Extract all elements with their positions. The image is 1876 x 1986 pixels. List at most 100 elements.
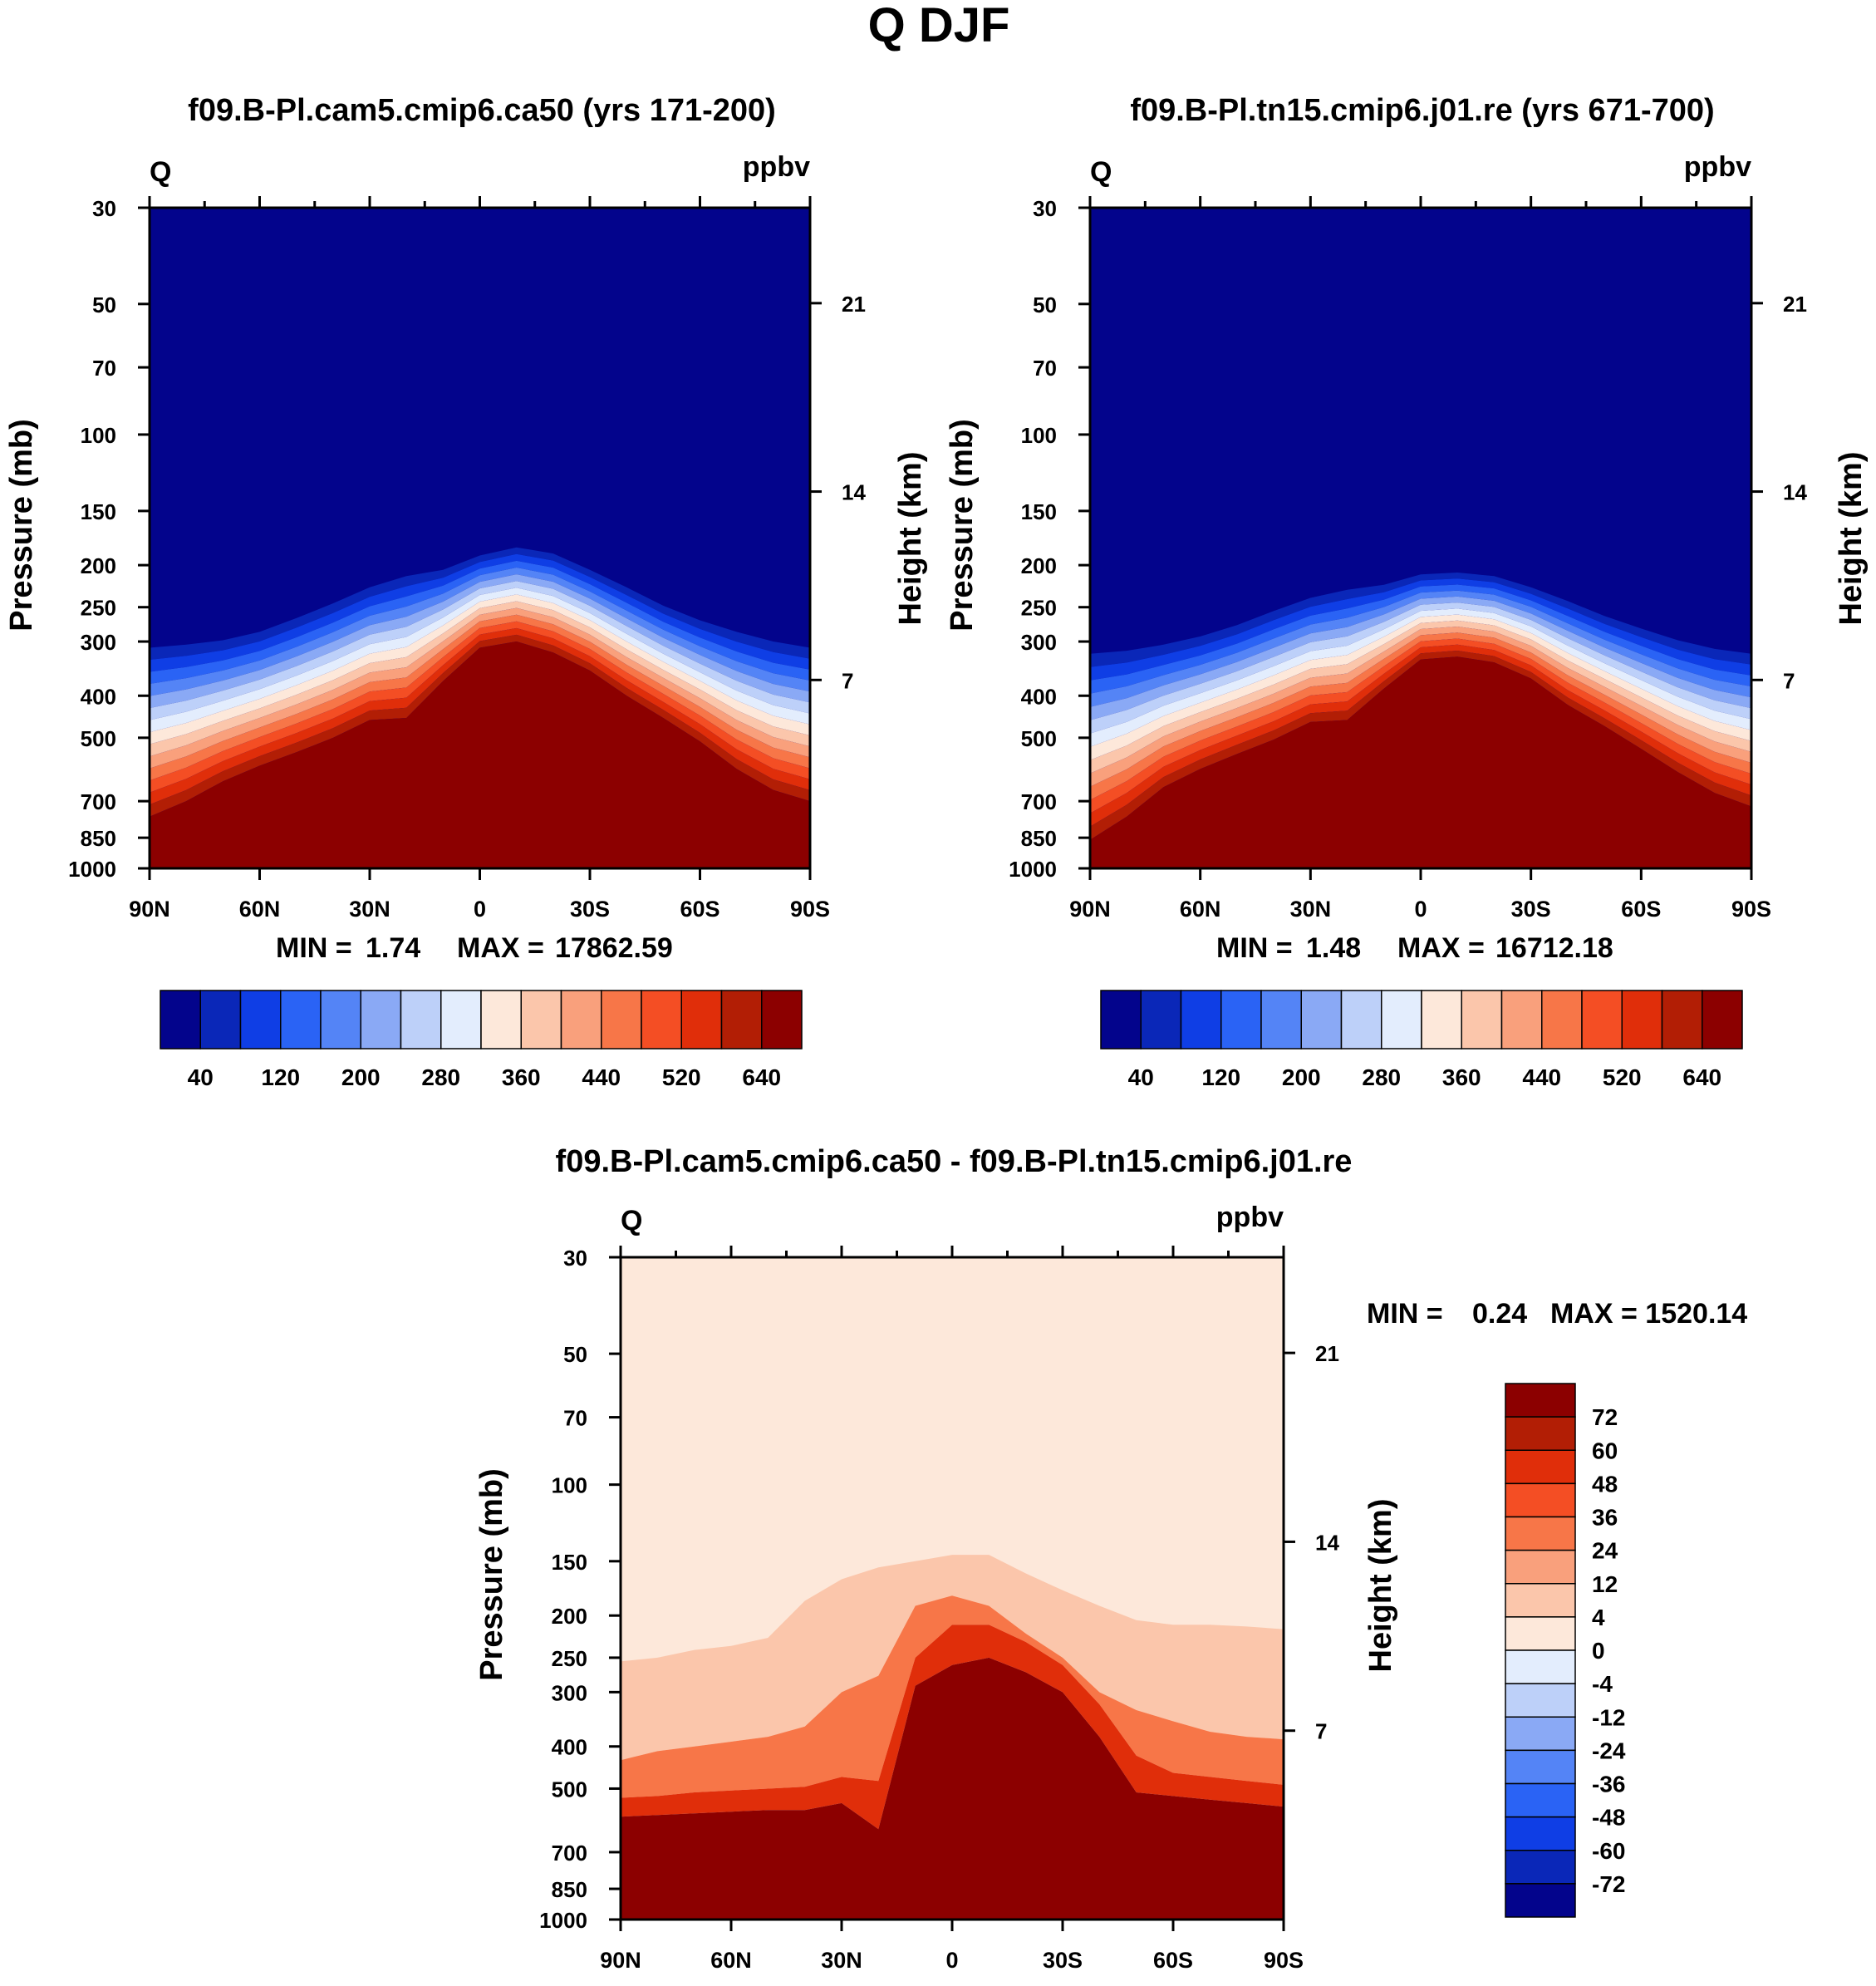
colorbar-swatch — [1661, 990, 1703, 1050]
colorbar-swatch — [1500, 990, 1543, 1050]
colorbar-label: 360 — [1442, 1064, 1481, 1090]
panel-diff-ylabel: Pressure (mb) — [474, 1468, 509, 1681]
height-tick-label: 21 — [842, 292, 866, 317]
p-tick-label: 100 — [81, 423, 116, 448]
p-tick-label: 400 — [552, 1735, 587, 1760]
contour-band-4 — [621, 1657, 1284, 1920]
p-tick-label: 100 — [552, 1473, 587, 1498]
colorbar-label: 440 — [1522, 1064, 1561, 1090]
lat-tick-label: 30S — [1511, 897, 1551, 922]
colorbar-swatch — [1300, 990, 1343, 1050]
colorbar-label: 520 — [662, 1064, 701, 1090]
colorbar-swatch — [1505, 1816, 1576, 1851]
panel-right-min-label: MIN = — [1216, 932, 1293, 964]
lat-tick-label: 60N — [239, 897, 281, 922]
panel-left-max-value: 17862.59 — [555, 932, 673, 964]
colorbar-swatch — [1180, 990, 1222, 1050]
lat-tick-label: 30S — [570, 897, 610, 922]
colorbar-label: 60 — [1592, 1438, 1618, 1463]
p-tick-label: 1000 — [68, 857, 116, 882]
colorbar-swatch — [601, 990, 642, 1050]
colorbar-swatch — [1505, 1449, 1576, 1485]
panel-left-ylabel: Pressure (mb) — [4, 419, 39, 632]
colorbar-swatch — [1505, 1549, 1576, 1585]
panel-difference: f09.B-Pl.cam5.cmip6.ca50 - f09.B-Pl.tn15… — [474, 1144, 1747, 1973]
contour-band-max — [150, 642, 810, 868]
colorbar-swatch — [1340, 990, 1382, 1050]
lat-tick-label: 30S — [1043, 1948, 1083, 1973]
colorbar-swatch — [641, 990, 682, 1050]
colorbar-label: -12 — [1592, 1704, 1625, 1730]
p-tick-label: 200 — [1021, 553, 1057, 578]
colorbar-label: 120 — [261, 1064, 300, 1090]
colorbar-label: 640 — [742, 1064, 781, 1090]
colorbar-swatch — [160, 990, 201, 1050]
panel-right-max-value: 16712.18 — [1495, 932, 1613, 964]
panel-diff-plot: 3050701001502002503004005007008501000211… — [539, 1246, 1339, 1973]
colorbar-swatch — [1505, 1616, 1576, 1651]
p-tick-label: 400 — [1021, 684, 1057, 709]
colorbar-swatch — [1702, 990, 1743, 1050]
colorbar-swatch — [1505, 1482, 1576, 1518]
lat-tick-label: 30N — [349, 897, 390, 922]
colorbar-swatch — [1505, 1583, 1576, 1618]
contour-band-11 — [150, 614, 810, 781]
contour-band-2 — [150, 553, 810, 672]
panel-right-max-label: MAX = — [1397, 932, 1485, 964]
colorbar-label: 0 — [1592, 1638, 1605, 1664]
lat-tick-label: 60N — [1180, 897, 1221, 922]
p-tick-label: 1000 — [1009, 857, 1057, 882]
panel-right-min-value: 1.48 — [1306, 932, 1361, 964]
panel-left-colorbar: 40 120 200 280 360 440 520 640 — [160, 990, 803, 1090]
lat-tick-label: 90N — [1069, 897, 1111, 922]
colorbar-swatch — [1260, 990, 1302, 1050]
lat-tick-label: 30N — [821, 1948, 862, 1973]
contour-band-9 — [150, 601, 810, 757]
p-tick-label: 500 — [81, 726, 116, 751]
lat-tick-label: 90N — [129, 897, 170, 922]
contour-band-1 — [150, 547, 810, 660]
panel-diff-units: ppbv — [1216, 1202, 1284, 1233]
colorbar-swatch — [560, 990, 602, 1050]
colorbar-swatch — [1505, 1416, 1576, 1451]
colorbar-swatch — [1461, 990, 1503, 1050]
colorbar-label: 36 — [1592, 1505, 1618, 1531]
p-tick-label: 700 — [1021, 789, 1057, 814]
p-tick-label: 200 — [552, 1604, 587, 1629]
colorbar-swatch — [480, 990, 522, 1050]
colorbar-swatch — [720, 990, 763, 1050]
figure-title: Q DJF — [868, 0, 1010, 52]
p-tick-label: 70 — [1033, 356, 1057, 381]
colorbar-label: 200 — [341, 1064, 381, 1090]
colorbar-label: 360 — [502, 1064, 541, 1090]
colorbar-swatch — [1541, 990, 1583, 1050]
colorbar-label: -36 — [1592, 1772, 1625, 1797]
panel-diff-min-value: 0.24 — [1472, 1298, 1527, 1330]
height-tick-label: 14 — [1783, 480, 1807, 505]
panel-right-title: f09.B-Pl.tn15.cmip6.j01.re (yrs 671-700) — [1130, 93, 1714, 128]
p-tick-label: 300 — [81, 630, 116, 655]
panel-diff-title: f09.B-Pl.cam5.cmip6.ca50 - f09.B-Pl.tn15… — [556, 1144, 1353, 1179]
colorbar-swatch — [1505, 1516, 1576, 1551]
panel-left-y2label: Height (km) — [893, 452, 928, 626]
lat-tick-label: 60S — [680, 897, 719, 922]
colorbar-swatch — [199, 990, 242, 1050]
colorbar-label: -60 — [1592, 1838, 1625, 1864]
colorbar-swatch — [1581, 990, 1623, 1050]
height-tick-label: 21 — [1783, 292, 1807, 317]
colorbar-swatch — [1505, 1383, 1576, 1418]
panel-left-min-value: 1.74 — [366, 932, 420, 964]
lat-tick-label: 90S — [1731, 897, 1771, 922]
panel-left-units: ppbv — [743, 151, 810, 183]
contour-band-13 — [150, 627, 810, 805]
colorbar-label: 12 — [1592, 1571, 1618, 1597]
colorbar-label: 40 — [188, 1064, 214, 1090]
p-tick-label: 850 — [552, 1877, 587, 1902]
height-tick-label: 7 — [1783, 668, 1795, 693]
colorbar-swatch — [1421, 990, 1462, 1050]
panel-diff-min-label: MIN = — [1367, 1298, 1443, 1330]
contour-band-6 — [1090, 602, 1751, 734]
contour-band-3 — [621, 1625, 1284, 1830]
p-tick-label: 1000 — [539, 1908, 587, 1933]
panel-diff-max-label: MAX = 1520.14 — [1550, 1298, 1747, 1330]
